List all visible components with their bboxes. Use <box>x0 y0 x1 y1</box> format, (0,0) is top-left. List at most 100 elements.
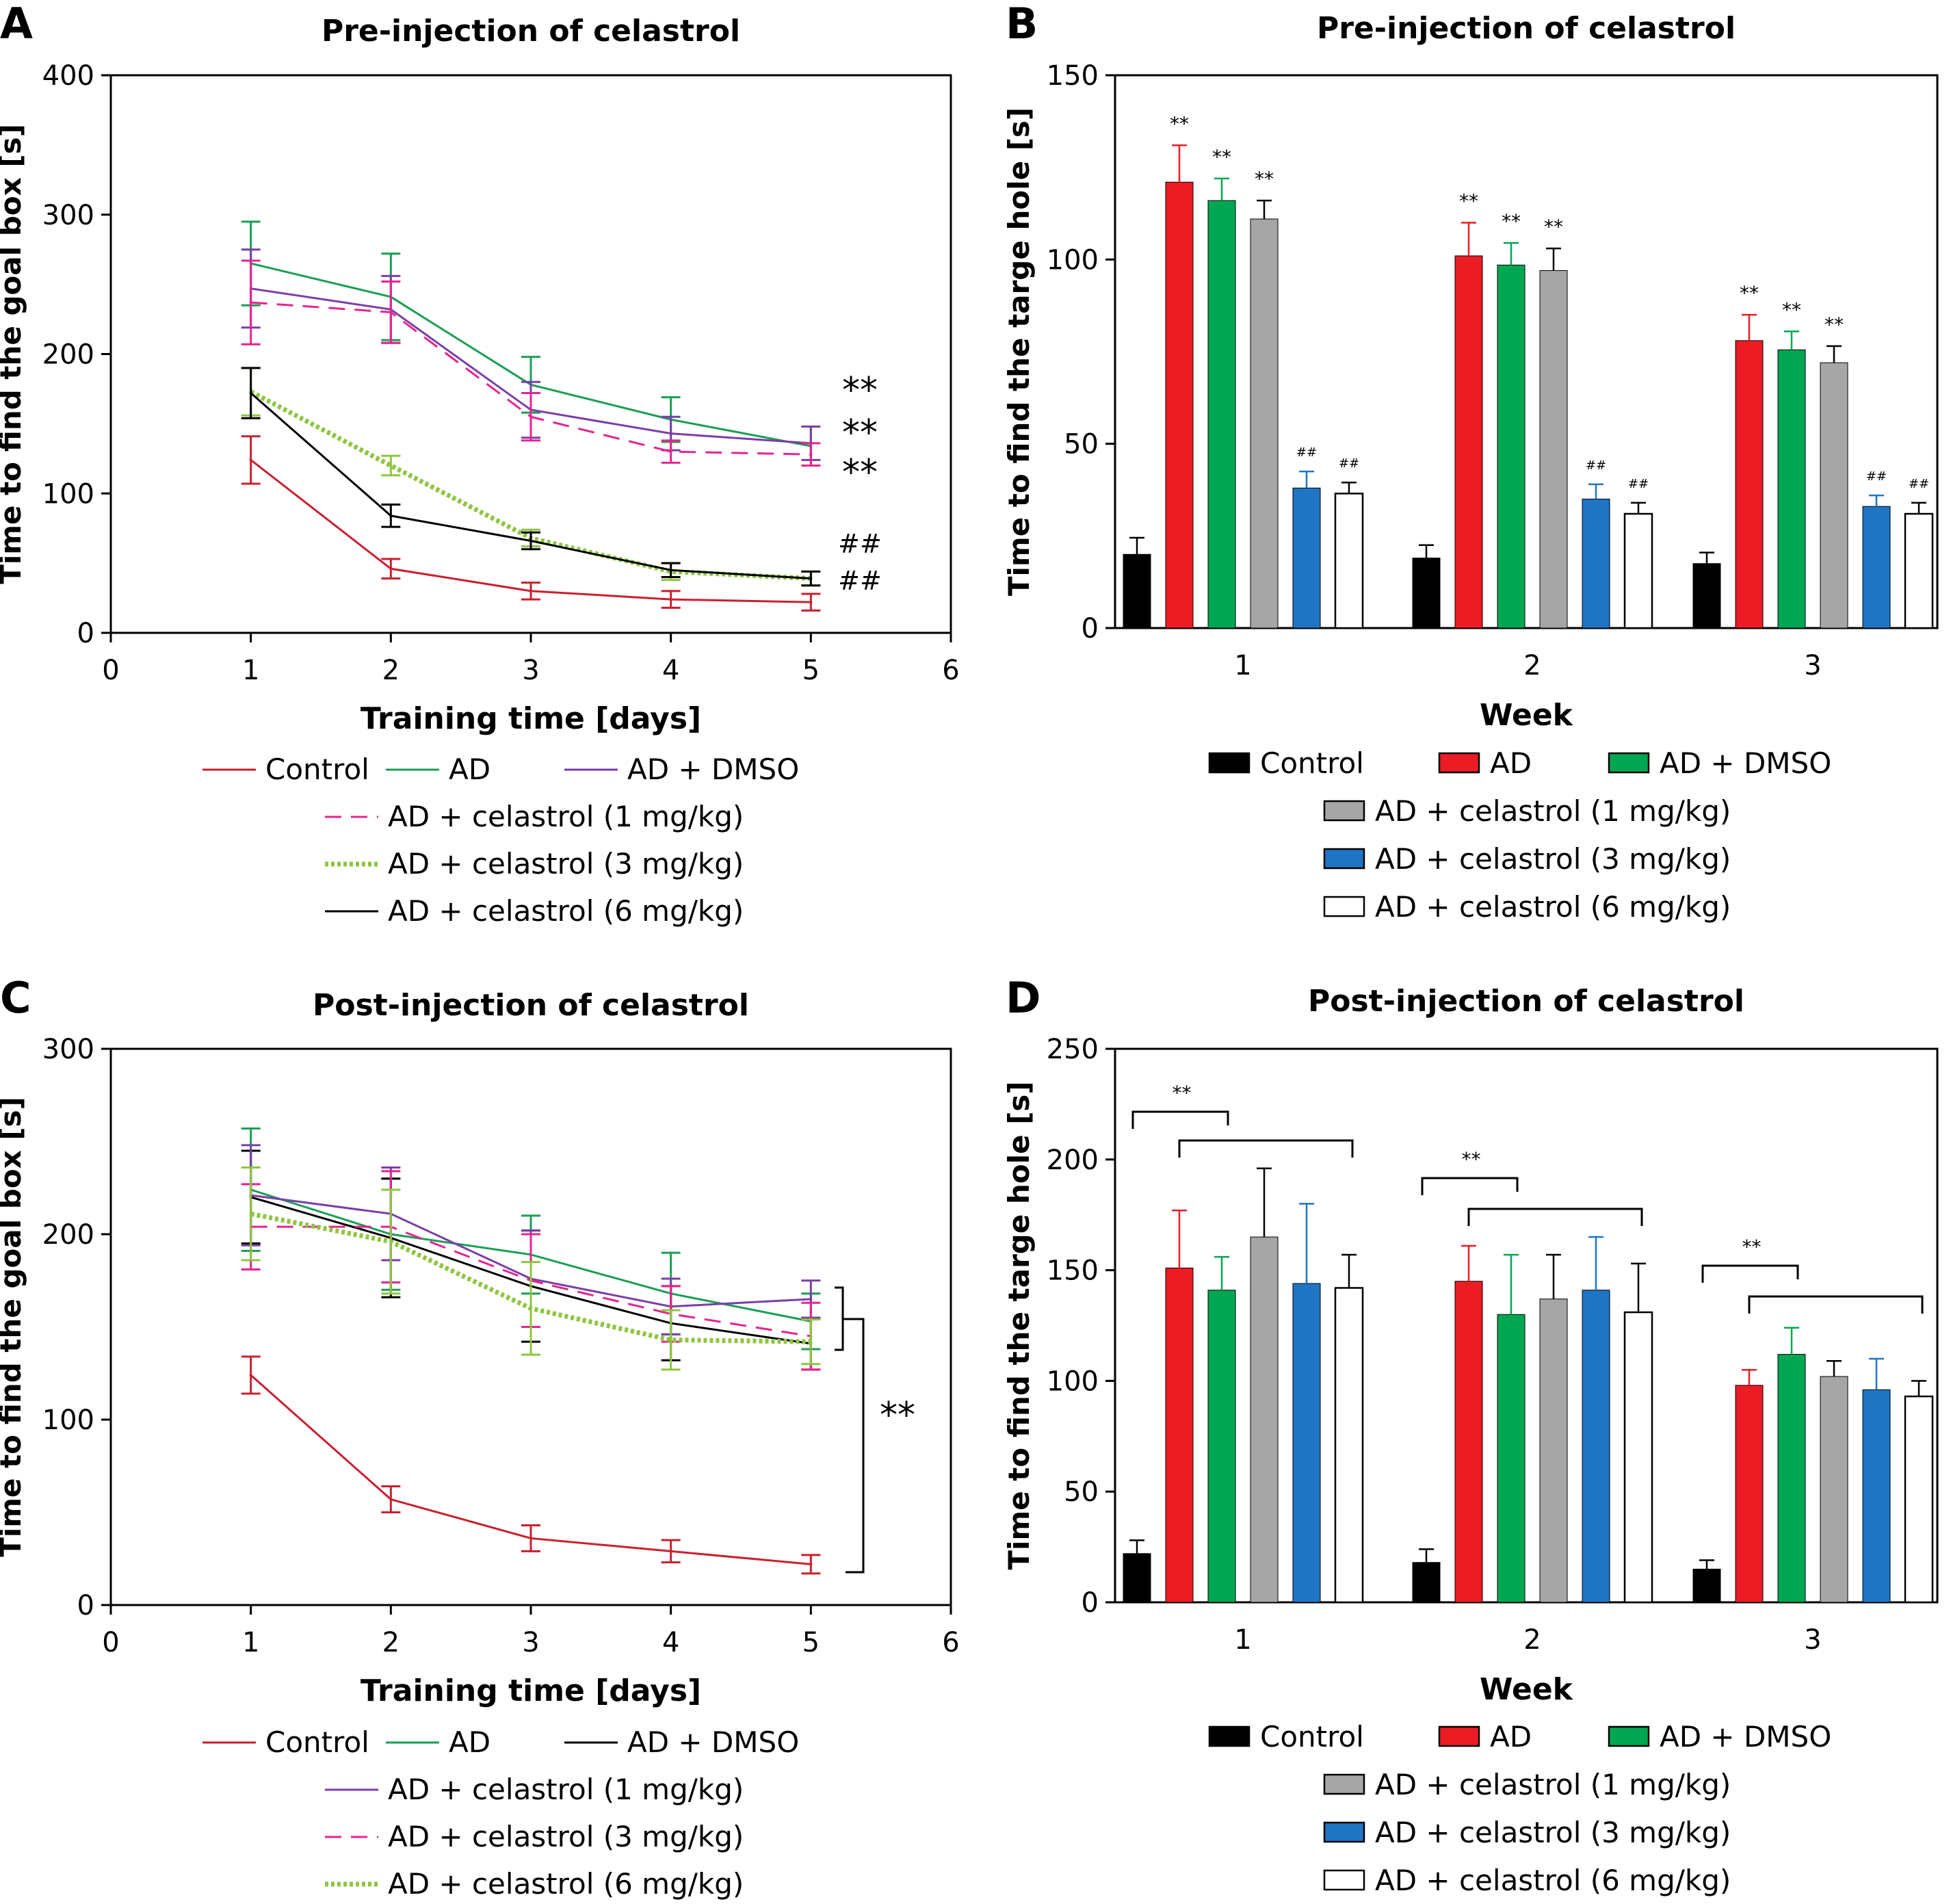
bar <box>1904 512 1934 629</box>
legend: Control AD AD + DMSO AD + celastrol (1 mg/k… <box>202 753 799 928</box>
legend-swatch <box>1438 752 1480 774</box>
x-axis-label: Training time [days] <box>361 1673 701 1708</box>
significance-mark: ** <box>1212 146 1231 168</box>
data-point <box>389 514 393 517</box>
bar <box>1207 200 1236 629</box>
x-tick-label: 6 <box>942 1627 959 1658</box>
comparison-bracket <box>843 1318 865 1574</box>
bar <box>1777 1354 1806 1603</box>
bar <box>1862 1389 1891 1603</box>
panel-a: A Pre-injection of celastrol 0 100 200 300 400… <box>0 0 960 928</box>
y-tick-label: 100 <box>1047 244 1099 276</box>
significance-mark: ## <box>838 566 882 596</box>
x-axis-label: Training time [days] <box>361 701 701 736</box>
bar <box>1207 1290 1236 1603</box>
x-axis-label: Week <box>1480 1672 1574 1707</box>
x-tick-label: 2 <box>382 655 400 686</box>
y-tick-label: 0 <box>77 618 94 649</box>
bar <box>1123 1553 1151 1603</box>
significance-mark: ** <box>1170 112 1189 135</box>
x-tick-label: 0 <box>102 655 119 686</box>
significance-mark: ** <box>1824 313 1844 336</box>
y-tick-label: 300 <box>42 1034 94 1065</box>
x-axis-label: Week <box>1480 698 1574 733</box>
y-tick-label: 100 <box>1047 1366 1099 1397</box>
significance-mark: ** <box>1740 282 1759 304</box>
legend-swatch <box>1323 848 1365 870</box>
x-tick-label: 3 <box>1804 650 1821 681</box>
data-point <box>249 458 252 462</box>
significance-mark: ** <box>1502 210 1521 233</box>
significance-mark: ## <box>1909 477 1929 491</box>
y-axis-label: Time to find the goal box [s] <box>0 124 27 584</box>
series-4: ## ## ## <box>1292 445 1891 629</box>
legend-label: AD <box>1490 1720 1532 1753</box>
significance-mark: ** <box>1255 168 1274 190</box>
panel-letter: C <box>0 973 31 1023</box>
series-5: ## ## ## <box>1334 456 1934 629</box>
bar <box>1623 1311 1653 1604</box>
legend-label: AD + celastrol (6 mg/kg) <box>388 894 744 928</box>
legend-label: AD <box>449 1725 490 1759</box>
significance-mark: ** <box>842 452 878 493</box>
legend-label: AD + celastrol (1 mg/kg) <box>1375 794 1731 828</box>
legend-label: AD + celastrol (1 mg/kg) <box>388 800 744 833</box>
bar <box>1582 1290 1610 1603</box>
bar <box>1497 264 1526 629</box>
significance-mark: ** <box>842 370 878 411</box>
legend-label: AD + celastrol (6 mg/kg) <box>388 1867 744 1901</box>
series-0 <box>1123 1539 1721 1603</box>
data-point <box>669 450 672 454</box>
legend-label: Control <box>1260 1720 1364 1753</box>
x-tick-label: 1 <box>1234 1624 1251 1656</box>
significance-mark: ## <box>1628 477 1649 491</box>
bar <box>1292 487 1321 629</box>
series-3: ** ** ** <box>1250 168 1848 629</box>
data-point <box>529 1537 532 1540</box>
bar <box>1412 558 1441 629</box>
panel-d: D Post-injection of celastrol 0 50 100 150 200… <box>1002 973 1939 1897</box>
series-0 <box>1123 536 1721 629</box>
bar <box>1334 1287 1364 1604</box>
significance-mark: ** <box>1544 216 1563 238</box>
legend: Control AD AD + DMSO AD + celastrol (1 mg/k… <box>1208 1720 1831 1897</box>
x-tick-label: 4 <box>662 655 679 686</box>
bar <box>1862 506 1891 629</box>
series-1: ** ** ** <box>1165 112 1764 629</box>
x-tick-label: 1 <box>1234 650 1251 681</box>
x-tick-label: 2 <box>1523 1624 1541 1656</box>
y-tick-label: 100 <box>42 478 94 510</box>
series-0 <box>241 435 821 612</box>
y-axis-label: Time to find the targe hole [s] <box>1002 107 1036 596</box>
legend: Control AD AD + DMSO AD + celastrol (1 mg/k… <box>1208 746 1831 924</box>
bar <box>1735 1385 1764 1603</box>
bar <box>1582 498 1610 629</box>
legend-swatch <box>1208 1725 1251 1747</box>
bar <box>1777 349 1806 629</box>
significance-mark: ** <box>1782 298 1801 321</box>
bar <box>1165 181 1194 629</box>
data-point <box>669 569 672 572</box>
data-point <box>389 311 393 314</box>
legend-label: AD + celastrol (3 mg/kg) <box>388 1820 744 1853</box>
legend-label: Control <box>1260 746 1364 780</box>
series-2 <box>1207 1253 1806 1603</box>
bar <box>1692 563 1721 629</box>
data-point <box>669 432 672 435</box>
plot-frame <box>1114 1047 1939 1604</box>
significance-mark: ** <box>1173 1082 1192 1104</box>
bar <box>1735 340 1764 629</box>
data-point <box>389 1498 393 1501</box>
data-point <box>389 464 393 467</box>
series-5 <box>1334 1253 1934 1604</box>
panel-c: C Post-injection of celastrol 0 100 200 300 Ti… <box>0 973 960 1901</box>
bar <box>1165 1267 1194 1603</box>
plot-frame <box>1114 74 1939 629</box>
legend-label: AD + celastrol (1 mg/kg) <box>1375 1768 1731 1801</box>
significance-mark: ** <box>1742 1236 1762 1258</box>
bar <box>1820 362 1848 629</box>
y-tick-label: 300 <box>42 200 94 231</box>
bracket-lower <box>1748 1295 1924 1314</box>
significance-mark: ## <box>1296 445 1317 460</box>
